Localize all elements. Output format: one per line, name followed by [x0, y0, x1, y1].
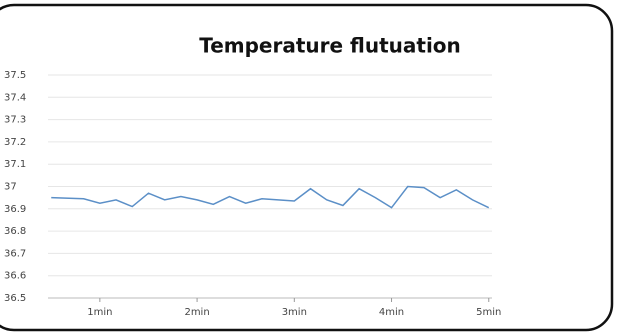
- x-tick-label: 1min: [87, 307, 112, 318]
- x-tick-label: 2min: [184, 307, 209, 318]
- y-tick-label: 36.5: [4, 293, 26, 304]
- y-tick-label: 37.1: [4, 159, 26, 170]
- chart-title: Temperature flutuation: [199, 34, 461, 58]
- x-tick-label: 5min: [476, 307, 501, 318]
- line-series: [51, 185, 490, 209]
- y-tick-label: 37.5: [4, 70, 26, 81]
- y-tick-label: 36.7: [4, 248, 26, 259]
- y-tick-label: 37: [4, 182, 17, 193]
- card-border: [0, 3, 614, 332]
- y-tick-label: 36.9: [4, 204, 26, 215]
- x-tick-label: 3min: [282, 307, 307, 318]
- x-tick-label: 4min: [379, 307, 404, 318]
- y-tick-label: 37.4: [4, 92, 26, 103]
- y-tick-label: 36.8: [4, 226, 26, 237]
- y-tick-label: 36.6: [4, 271, 26, 282]
- y-tick-label: 37.2: [4, 137, 26, 148]
- y-tick-label: 37.3: [4, 115, 26, 126]
